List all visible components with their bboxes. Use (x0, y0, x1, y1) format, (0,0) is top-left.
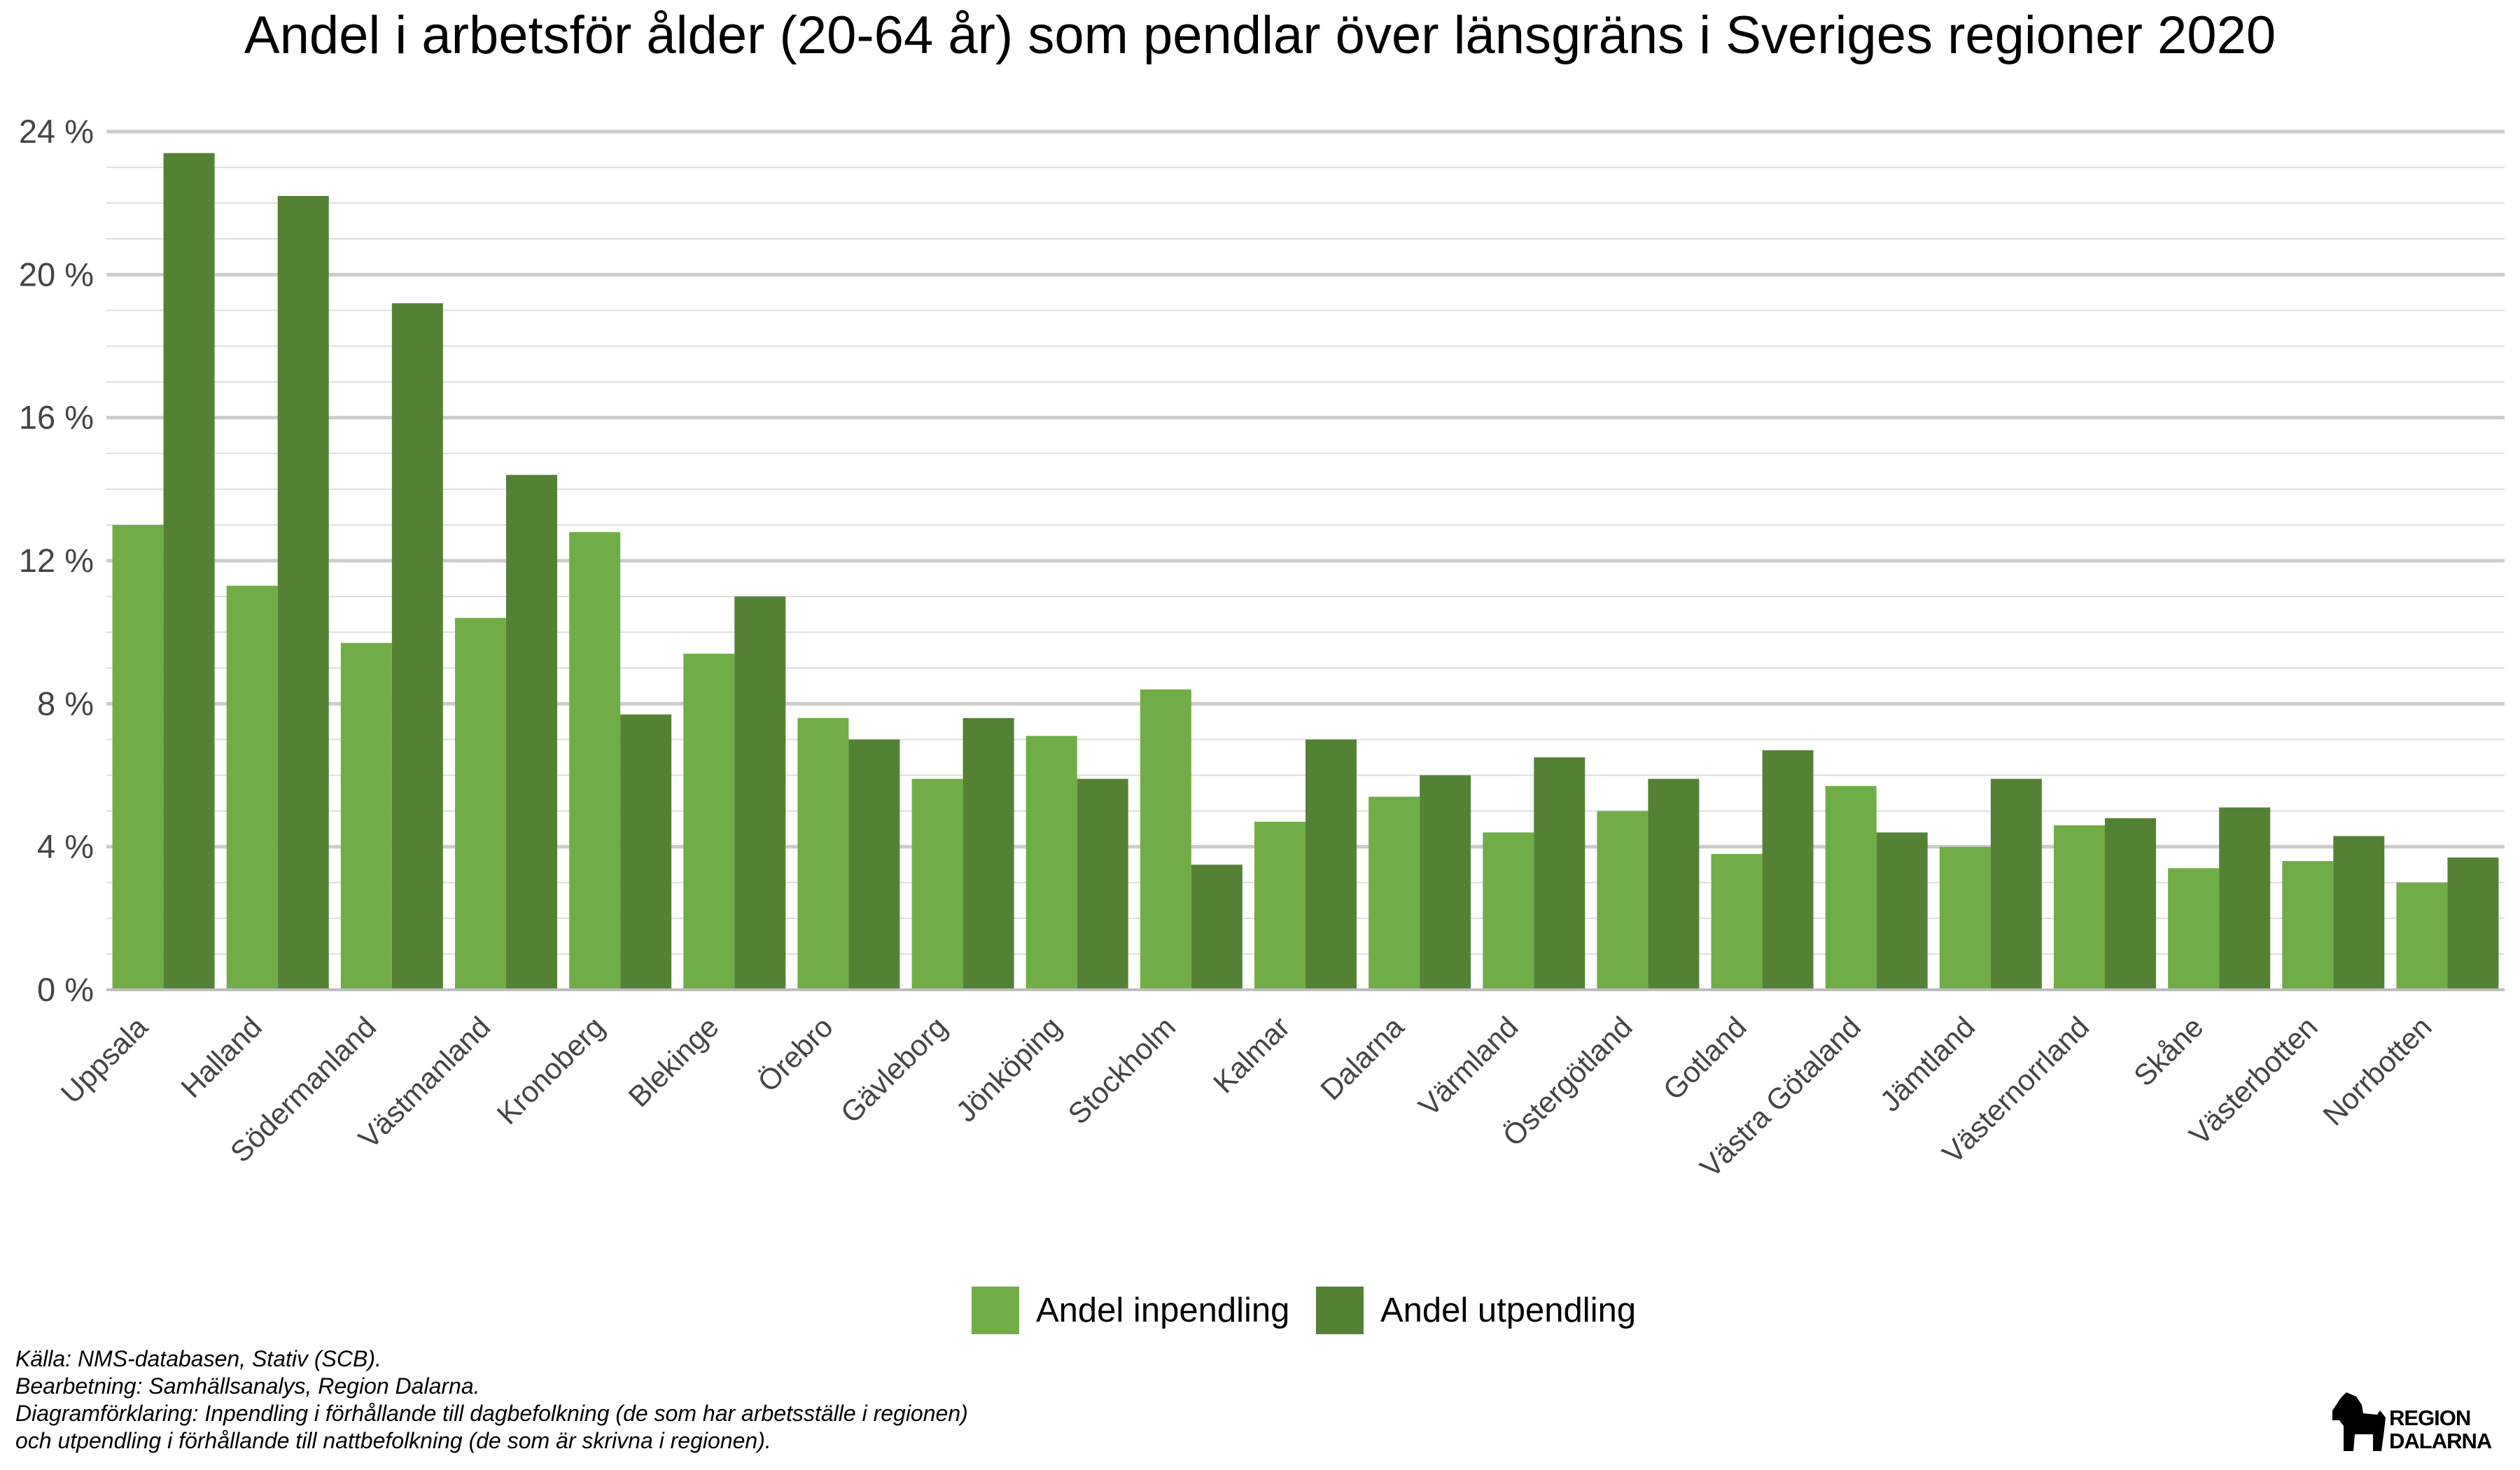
bar (1420, 775, 1471, 990)
y-tick-label: 12 % (19, 542, 94, 579)
x-tick-label: Norrbotten (2316, 1010, 2438, 1132)
bar (1762, 750, 1814, 990)
y-tick-label: 24 % (19, 113, 94, 150)
bar (1254, 821, 1306, 990)
bar (2282, 861, 2334, 990)
legend-label: Andel inpendling (1036, 1292, 1289, 1329)
bar (1711, 853, 1763, 990)
y-axis: 0 % 4 % 8 % 12 % 16 % 20 % 24 % (19, 113, 94, 1008)
bar (163, 153, 215, 990)
logo-line: REGION (2389, 1406, 2471, 1430)
legend-swatch (972, 1287, 1019, 1334)
bar (1191, 864, 1242, 990)
x-tick-label: Halland (174, 1010, 268, 1104)
x-tick-label: Örebro (751, 1010, 839, 1098)
source-note: Källa: NMS-databasen, Stativ (SCB). Bear… (15, 1345, 1345, 1455)
bar (112, 524, 164, 990)
legend: Andel inpendling Andel utpendling (972, 1287, 1636, 1334)
bar (340, 643, 392, 990)
dala-horse-icon (2332, 1392, 2386, 1451)
x-tick-label: Stockholm (1061, 1010, 1182, 1130)
bar (1140, 689, 1191, 990)
x-tick-label: Kalmar (1207, 1010, 1296, 1099)
bar (1876, 832, 1928, 990)
x-tick-label: Kronoberg (491, 1010, 611, 1130)
bar (2105, 818, 2156, 990)
bar (797, 718, 849, 990)
bars (112, 153, 2499, 990)
bar (1534, 757, 1586, 990)
y-tick-label: 0 % (37, 971, 94, 1008)
x-tick-label: Dalarna (1314, 1010, 1410, 1107)
bar (1026, 736, 1077, 990)
bar (277, 195, 329, 990)
legend-label: Andel utpendling (1380, 1292, 1636, 1329)
chart-title: Andel i arbetsför ålder (20-64 år) som p… (244, 6, 2276, 65)
bar (1990, 778, 2042, 990)
bar (2333, 836, 2385, 990)
x-tick-label: Gotland (1657, 1010, 1753, 1106)
source-line: och utpendling i förhållande till nattbe… (15, 1428, 771, 1453)
bar (1648, 778, 1700, 990)
bar (569, 532, 621, 990)
source-line: Diagramförklaring: Inpendling i förhålla… (15, 1401, 968, 1426)
x-tick-label: Uppsala (55, 1010, 155, 1110)
bar (962, 718, 1014, 990)
bar (391, 303, 443, 990)
bar (2219, 807, 2271, 990)
x-tick-label: Jämtland (1873, 1010, 1981, 1118)
x-tick-label: Jönköping (949, 1010, 1068, 1128)
bar (734, 596, 786, 990)
bar (620, 714, 672, 990)
bar (506, 475, 557, 990)
bar (2447, 857, 2499, 990)
bar (1939, 846, 1991, 990)
source-line: Källa: NMS-databasen, Stativ (SCB). (15, 1346, 382, 1371)
y-tick-label: 20 % (19, 255, 94, 293)
source-line: Bearbetning: Samhällsanalys, Region Dala… (15, 1373, 480, 1399)
x-tick-label: Gävleborg (834, 1010, 953, 1129)
bar (1077, 778, 1128, 990)
bar (2396, 882, 2448, 990)
legend-swatch (1316, 1287, 1364, 1334)
bar (2168, 868, 2220, 990)
bar (1483, 832, 1534, 990)
logo-line: DALARNA (2389, 1429, 2492, 1453)
y-tick-label: 4 % (37, 828, 94, 865)
bar (1306, 739, 1357, 990)
y-tick-label: 8 % (37, 685, 94, 722)
y-tick-label: 16 % (19, 399, 94, 436)
bar (911, 778, 963, 990)
bar (2054, 825, 2105, 990)
x-tick-label: Blekinge (622, 1010, 724, 1113)
bar (455, 617, 506, 990)
bar (848, 739, 900, 990)
x-tick-label: Skåne (2127, 1010, 2209, 1092)
bar (1368, 797, 1420, 990)
region-logo: REGION DALARNA (2389, 1406, 2492, 1453)
x-axis: Uppsala HallandSödermanlandVästmanlandKro… (55, 988, 2505, 1184)
bar (226, 585, 278, 990)
x-tick-label: Värmland (1412, 1010, 1524, 1122)
bar (683, 653, 735, 990)
bar (1825, 785, 1877, 990)
bar (1597, 811, 1648, 990)
